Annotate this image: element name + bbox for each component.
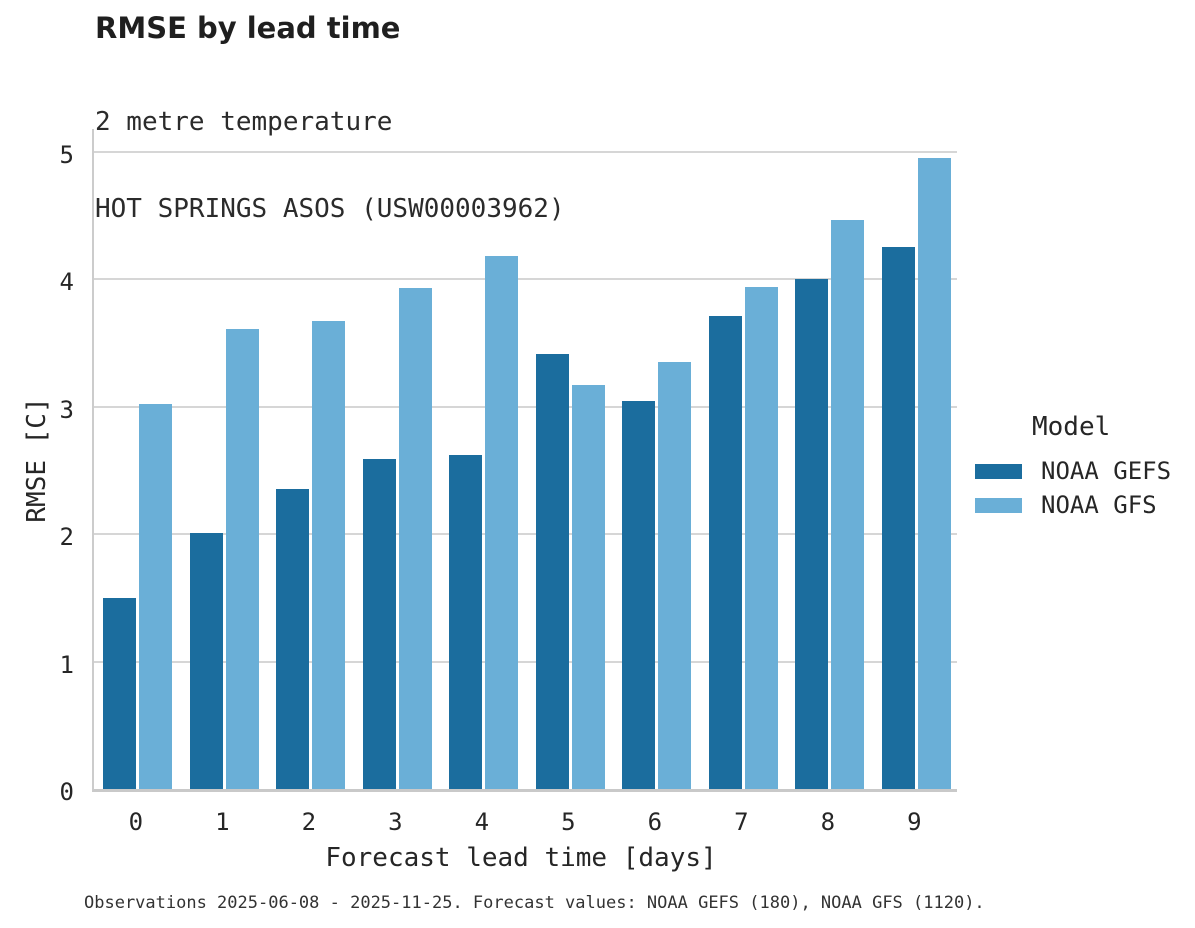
bar-noaa-gfs-lead1 — [225, 328, 259, 789]
y-tick-label-3: 3 — [59, 395, 74, 424]
gridline-y1 — [94, 660, 957, 663]
legend-entry-noaa-gfs: NOAA GFS — [975, 488, 1171, 522]
x-tick-label-0: 0 — [128, 808, 144, 836]
x-tick-label-4: 4 — [474, 808, 490, 836]
bar-noaa-gfs-lead2 — [312, 321, 346, 789]
x-axis-title: Forecast lead time [days] — [325, 843, 717, 873]
y-tick-label-5: 5 — [59, 140, 74, 169]
x-tick-label-7: 7 — [734, 808, 749, 836]
bar-noaa-gfs-lead3 — [398, 287, 432, 789]
legend-swatch-icon — [975, 463, 1022, 479]
bar-noaa-gefs-lead9 — [881, 247, 915, 789]
bar-noaa-gfs-lead9 — [917, 157, 951, 789]
bar-noaa-gefs-lead8 — [795, 279, 829, 789]
chart-subtitle-line2: HOT SPRINGS ASOS (USW00003962) — [95, 194, 565, 224]
legend-title: Model — [1032, 412, 1111, 442]
x-tick-label-1: 1 — [215, 808, 230, 836]
gridline-y2 — [94, 533, 957, 535]
chart-subtitle: 2 metre temperature HOT SPRINGS ASOS (US… — [95, 50, 565, 253]
bar-noaa-gefs-lead0 — [103, 597, 137, 789]
bar-noaa-gfs-lead0 — [139, 403, 173, 789]
x-tick-label-5: 5 — [561, 808, 576, 836]
bar-noaa-gefs-lead4 — [449, 454, 483, 789]
bar-noaa-gfs-lead7 — [744, 286, 778, 789]
y-tick-label-4: 4 — [59, 268, 74, 296]
y-tick-label-0: 0 — [59, 778, 74, 806]
bar-noaa-gfs-lead8 — [831, 220, 865, 789]
bar-noaa-gefs-lead5 — [535, 354, 569, 789]
gridline-y4 — [94, 278, 957, 280]
x-tick-label-9: 9 — [907, 808, 922, 836]
bar-noaa-gefs-lead2 — [276, 489, 310, 789]
gridline-y5 — [94, 150, 957, 153]
legend-entries: NOAA GEFS NOAA GFS — [975, 454, 1171, 522]
legend-swatch-icon — [975, 497, 1022, 513]
y-tick-label-1: 1 — [59, 650, 74, 679]
x-tick-label-6: 6 — [647, 808, 663, 836]
chart-caption: Observations 2025-06-08 - 2025-11-25. Fo… — [84, 893, 985, 913]
x-tick-label-8: 8 — [820, 808, 836, 836]
bar-noaa-gfs-lead4 — [485, 256, 519, 789]
x-tick-label-3: 3 — [388, 808, 403, 836]
bar-noaa-gfs-lead5 — [571, 384, 605, 789]
gridline-y3 — [94, 405, 957, 408]
y-axis-title: RMSE [C] — [22, 397, 52, 523]
x-tick-label-2: 2 — [301, 808, 317, 836]
chart-subtitle-line1: 2 metre temperature — [95, 107, 393, 137]
bar-noaa-gefs-lead3 — [362, 458, 396, 789]
legend: Model NOAA GEFS NOAA GFS — [975, 412, 1171, 522]
y-tick-label-2: 2 — [59, 523, 74, 551]
bar-noaa-gfs-lead6 — [658, 361, 692, 789]
legend-entry-noaa-gefs: NOAA GEFS — [975, 454, 1171, 488]
plot-area — [92, 129, 957, 792]
legend-label: NOAA GEFS — [1041, 457, 1172, 485]
bar-noaa-gefs-lead6 — [622, 401, 656, 789]
bar-noaa-gefs-lead7 — [708, 315, 742, 789]
legend-label: NOAA GFS — [1041, 491, 1157, 519]
chart-title: RMSE by lead time — [95, 11, 401, 45]
bar-noaa-gefs-lead1 — [189, 532, 223, 789]
